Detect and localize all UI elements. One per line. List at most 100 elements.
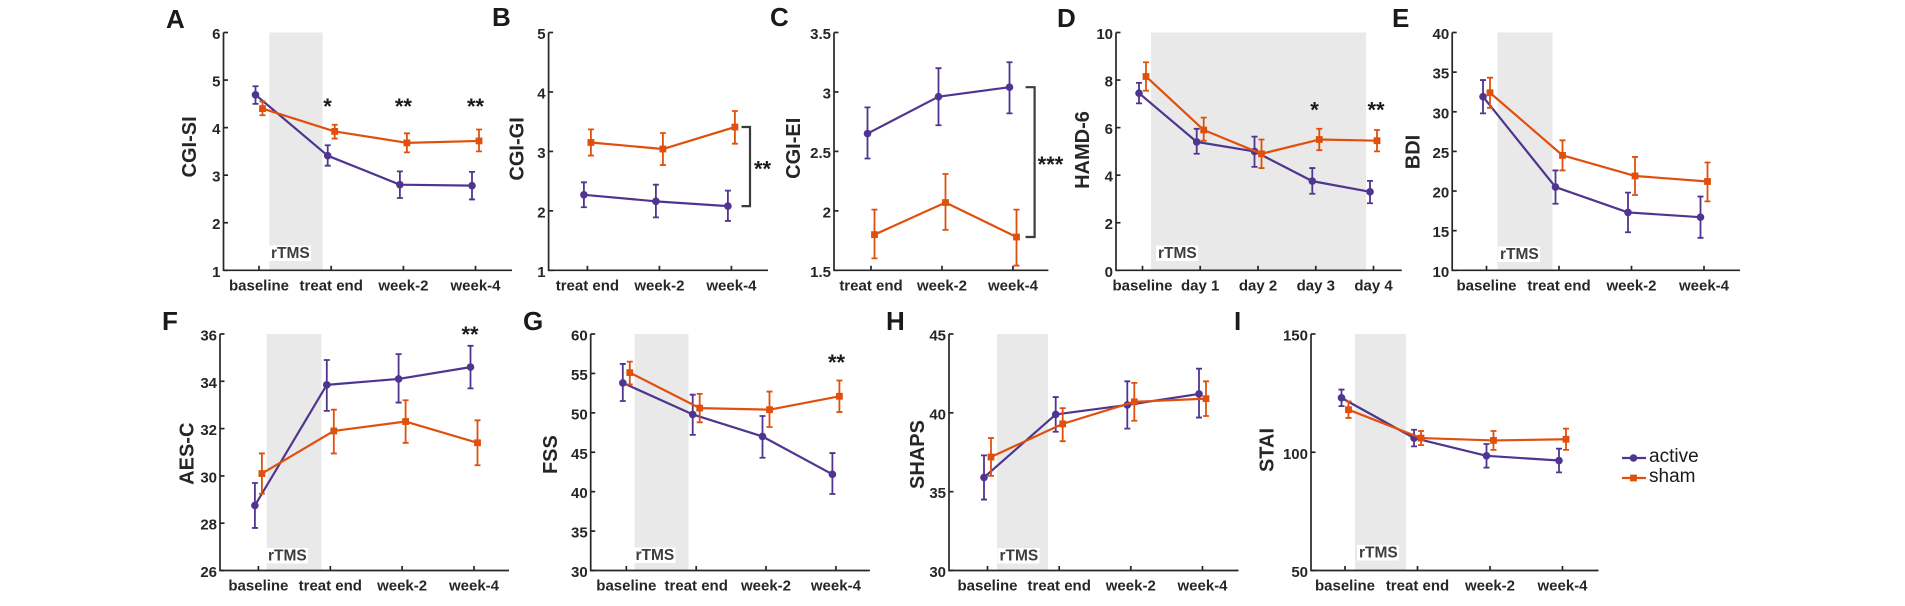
svg-text:1: 1 xyxy=(537,264,545,281)
svg-text:CGI-EI: CGI-EI xyxy=(783,118,805,179)
svg-text:45: 45 xyxy=(929,328,946,345)
svg-text:week-4: week-4 xyxy=(1678,277,1730,294)
svg-text:**: ** xyxy=(754,157,772,182)
svg-text:35: 35 xyxy=(1433,66,1450,83)
svg-text:week-2: week-2 xyxy=(1605,277,1656,294)
svg-text:I: I xyxy=(1234,306,1241,336)
svg-text:treat end: treat end xyxy=(556,277,619,294)
svg-text:E: E xyxy=(1392,3,1409,33)
svg-text:rTMS: rTMS xyxy=(1158,245,1197,262)
svg-text:32: 32 xyxy=(200,422,217,439)
svg-text:34: 34 xyxy=(200,375,217,392)
svg-text:baseline: baseline xyxy=(957,578,1017,595)
svg-text:week-2: week-2 xyxy=(377,277,428,294)
svg-text:2: 2 xyxy=(537,204,545,221)
svg-text:rTMS: rTMS xyxy=(1000,548,1039,565)
svg-text:treat end: treat end xyxy=(839,277,902,294)
svg-text:BDI: BDI xyxy=(1403,135,1425,169)
svg-text:week-4: week-4 xyxy=(449,277,501,294)
svg-text:week-4: week-4 xyxy=(448,578,500,595)
svg-text:treat end: treat end xyxy=(665,578,728,595)
svg-text:baseline: baseline xyxy=(229,277,289,294)
svg-text:4: 4 xyxy=(537,85,546,102)
svg-text:*: * xyxy=(1310,98,1319,123)
svg-text:1: 1 xyxy=(212,264,220,281)
svg-text:rTMS: rTMS xyxy=(271,245,310,262)
svg-text:baseline: baseline xyxy=(228,578,288,595)
svg-text:sham: sham xyxy=(1649,466,1695,487)
svg-text:*: * xyxy=(323,94,332,119)
svg-text:3.5: 3.5 xyxy=(810,26,831,43)
svg-text:F: F xyxy=(162,306,178,336)
svg-text:**: ** xyxy=(1367,98,1385,123)
svg-text:week-4: week-4 xyxy=(1536,578,1588,595)
svg-text:35: 35 xyxy=(571,525,588,542)
svg-text:treat end: treat end xyxy=(1386,578,1449,595)
svg-text:CGI-SI: CGI-SI xyxy=(179,116,201,177)
svg-text:**: ** xyxy=(828,350,846,375)
svg-text:10: 10 xyxy=(1096,26,1113,43)
svg-text:active: active xyxy=(1649,446,1699,467)
svg-text:treat end: treat end xyxy=(300,277,363,294)
svg-text:week-2: week-2 xyxy=(1464,578,1515,595)
svg-text:week-4: week-4 xyxy=(705,277,757,294)
svg-text:treat end: treat end xyxy=(1028,578,1091,595)
svg-text:baseline: baseline xyxy=(1315,578,1375,595)
svg-text:2: 2 xyxy=(1105,216,1113,233)
svg-text:25: 25 xyxy=(1433,145,1450,162)
svg-text:day 2: day 2 xyxy=(1239,277,1277,294)
svg-text:D: D xyxy=(1057,3,1076,33)
svg-text:6: 6 xyxy=(1105,121,1113,138)
svg-text:HAMD-6: HAMD-6 xyxy=(1072,111,1094,189)
svg-text:3: 3 xyxy=(823,85,831,102)
svg-text:SHAPS: SHAPS xyxy=(907,420,929,489)
svg-text:week-2: week-2 xyxy=(916,277,967,294)
svg-text:***: *** xyxy=(1038,152,1064,177)
svg-text:36: 36 xyxy=(200,328,217,345)
svg-text:6: 6 xyxy=(212,26,220,43)
svg-text:55: 55 xyxy=(571,367,588,384)
svg-text:8: 8 xyxy=(1105,74,1113,91)
svg-text:baseline: baseline xyxy=(1112,277,1172,294)
svg-text:3: 3 xyxy=(537,145,545,162)
svg-text:week-4: week-4 xyxy=(987,277,1039,294)
svg-text:rTMS: rTMS xyxy=(268,548,307,565)
svg-text:0: 0 xyxy=(1105,264,1113,281)
svg-text:35: 35 xyxy=(929,485,946,502)
svg-text:AES-C: AES-C xyxy=(177,423,199,485)
svg-text:2: 2 xyxy=(823,204,831,221)
svg-text:C: C xyxy=(770,2,789,32)
svg-text:15: 15 xyxy=(1433,224,1450,241)
svg-text:week-2: week-2 xyxy=(376,578,427,595)
svg-text:100: 100 xyxy=(1283,446,1308,463)
svg-text:treat end: treat end xyxy=(299,578,362,595)
svg-text:week-4: week-4 xyxy=(1176,578,1228,595)
svg-text:30: 30 xyxy=(571,564,588,581)
svg-text:day 3: day 3 xyxy=(1297,277,1335,294)
svg-text:1.5: 1.5 xyxy=(810,264,831,281)
svg-text:G: G xyxy=(523,306,543,336)
svg-text:rTMS: rTMS xyxy=(1500,246,1539,263)
svg-text:**: ** xyxy=(395,94,413,119)
svg-text:FSS: FSS xyxy=(540,435,562,474)
svg-text:4: 4 xyxy=(1105,169,1114,186)
svg-text:10: 10 xyxy=(1433,264,1450,281)
svg-text:rTMS: rTMS xyxy=(1359,545,1398,562)
svg-text:baseline: baseline xyxy=(596,578,656,595)
svg-text:20: 20 xyxy=(1433,185,1450,202)
svg-text:40: 40 xyxy=(1433,26,1450,43)
svg-text:A: A xyxy=(166,4,185,34)
svg-text:28: 28 xyxy=(200,517,217,534)
svg-text:5: 5 xyxy=(212,74,220,91)
svg-text:40: 40 xyxy=(929,406,946,423)
svg-text:day 4: day 4 xyxy=(1354,277,1393,294)
svg-text:30: 30 xyxy=(1433,105,1450,122)
svg-text:26: 26 xyxy=(200,564,217,581)
svg-text:2: 2 xyxy=(212,216,220,233)
svg-text:45: 45 xyxy=(571,446,588,463)
svg-text:4: 4 xyxy=(212,121,221,138)
svg-text:rTMS: rTMS xyxy=(636,547,675,564)
svg-text:treat end: treat end xyxy=(1527,277,1590,294)
svg-text:baseline: baseline xyxy=(1456,277,1516,294)
svg-text:H: H xyxy=(886,306,905,336)
